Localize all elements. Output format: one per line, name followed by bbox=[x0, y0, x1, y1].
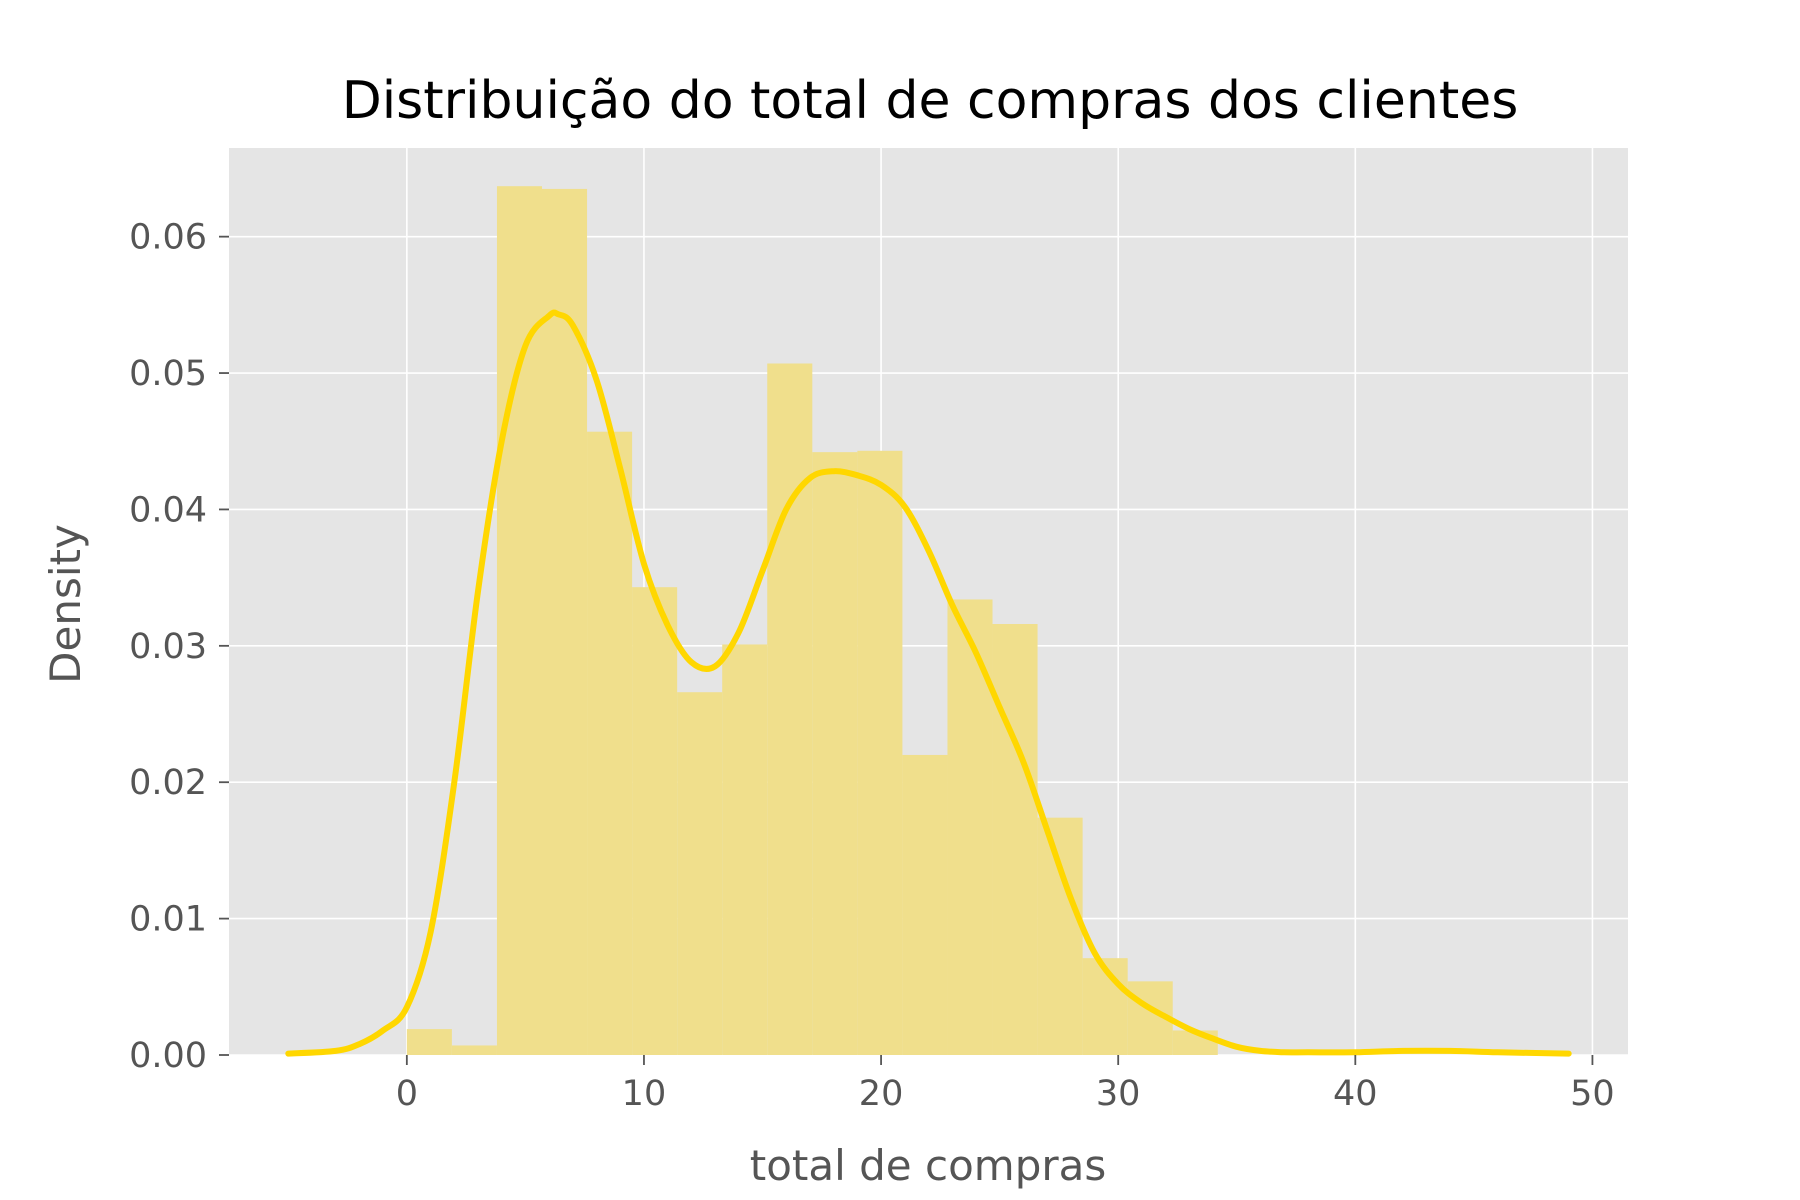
y-tick-label: 0.04 bbox=[129, 490, 207, 530]
x-tick-label: 10 bbox=[622, 1074, 667, 1114]
y-tick-label: 0.00 bbox=[129, 1036, 207, 1076]
y-tick-label: 0.01 bbox=[129, 900, 207, 940]
kde-curve bbox=[285, 309, 1572, 1057]
histogram-bar bbox=[451, 1045, 497, 1055]
x-tick-label: 20 bbox=[859, 1074, 904, 1114]
histogram-bar bbox=[722, 644, 768, 1055]
histogram-bar bbox=[632, 587, 678, 1055]
y-tick-label: 0.03 bbox=[129, 627, 207, 667]
y-tick-label: 0.06 bbox=[129, 218, 207, 258]
x-axis-label: total de compras bbox=[750, 1141, 1107, 1190]
histogram-bar bbox=[496, 186, 542, 1056]
histogram-bar bbox=[857, 450, 903, 1055]
histogram-bar bbox=[1082, 958, 1128, 1055]
axis-ticks: 0 10 20 30 40 50 0.00 0.01 0.02 0.03 0.04 0.05 0.06 bbox=[129, 218, 1615, 1114]
y-tick-label: 0.05 bbox=[129, 354, 207, 394]
x-tick-label: 30 bbox=[1096, 1074, 1141, 1114]
histogram-bar bbox=[812, 452, 858, 1056]
chart-title: Distribuição do total de compras dos cli… bbox=[342, 71, 1519, 131]
y-tick-label: 0.02 bbox=[129, 763, 207, 803]
x-tick-label: 40 bbox=[1333, 1074, 1378, 1114]
histogram-bar bbox=[902, 754, 948, 1055]
x-tick-label: 50 bbox=[1570, 1074, 1615, 1114]
x-tick-label: 0 bbox=[396, 1074, 418, 1114]
histogram-bar bbox=[767, 363, 813, 1055]
y-axis-label: Density bbox=[41, 524, 90, 684]
histogram-bar bbox=[1037, 817, 1083, 1055]
histogram-bar bbox=[677, 692, 723, 1055]
histogram-bar bbox=[406, 1029, 452, 1055]
histogram-bar bbox=[587, 431, 633, 1055]
histogram-bar bbox=[992, 624, 1038, 1055]
